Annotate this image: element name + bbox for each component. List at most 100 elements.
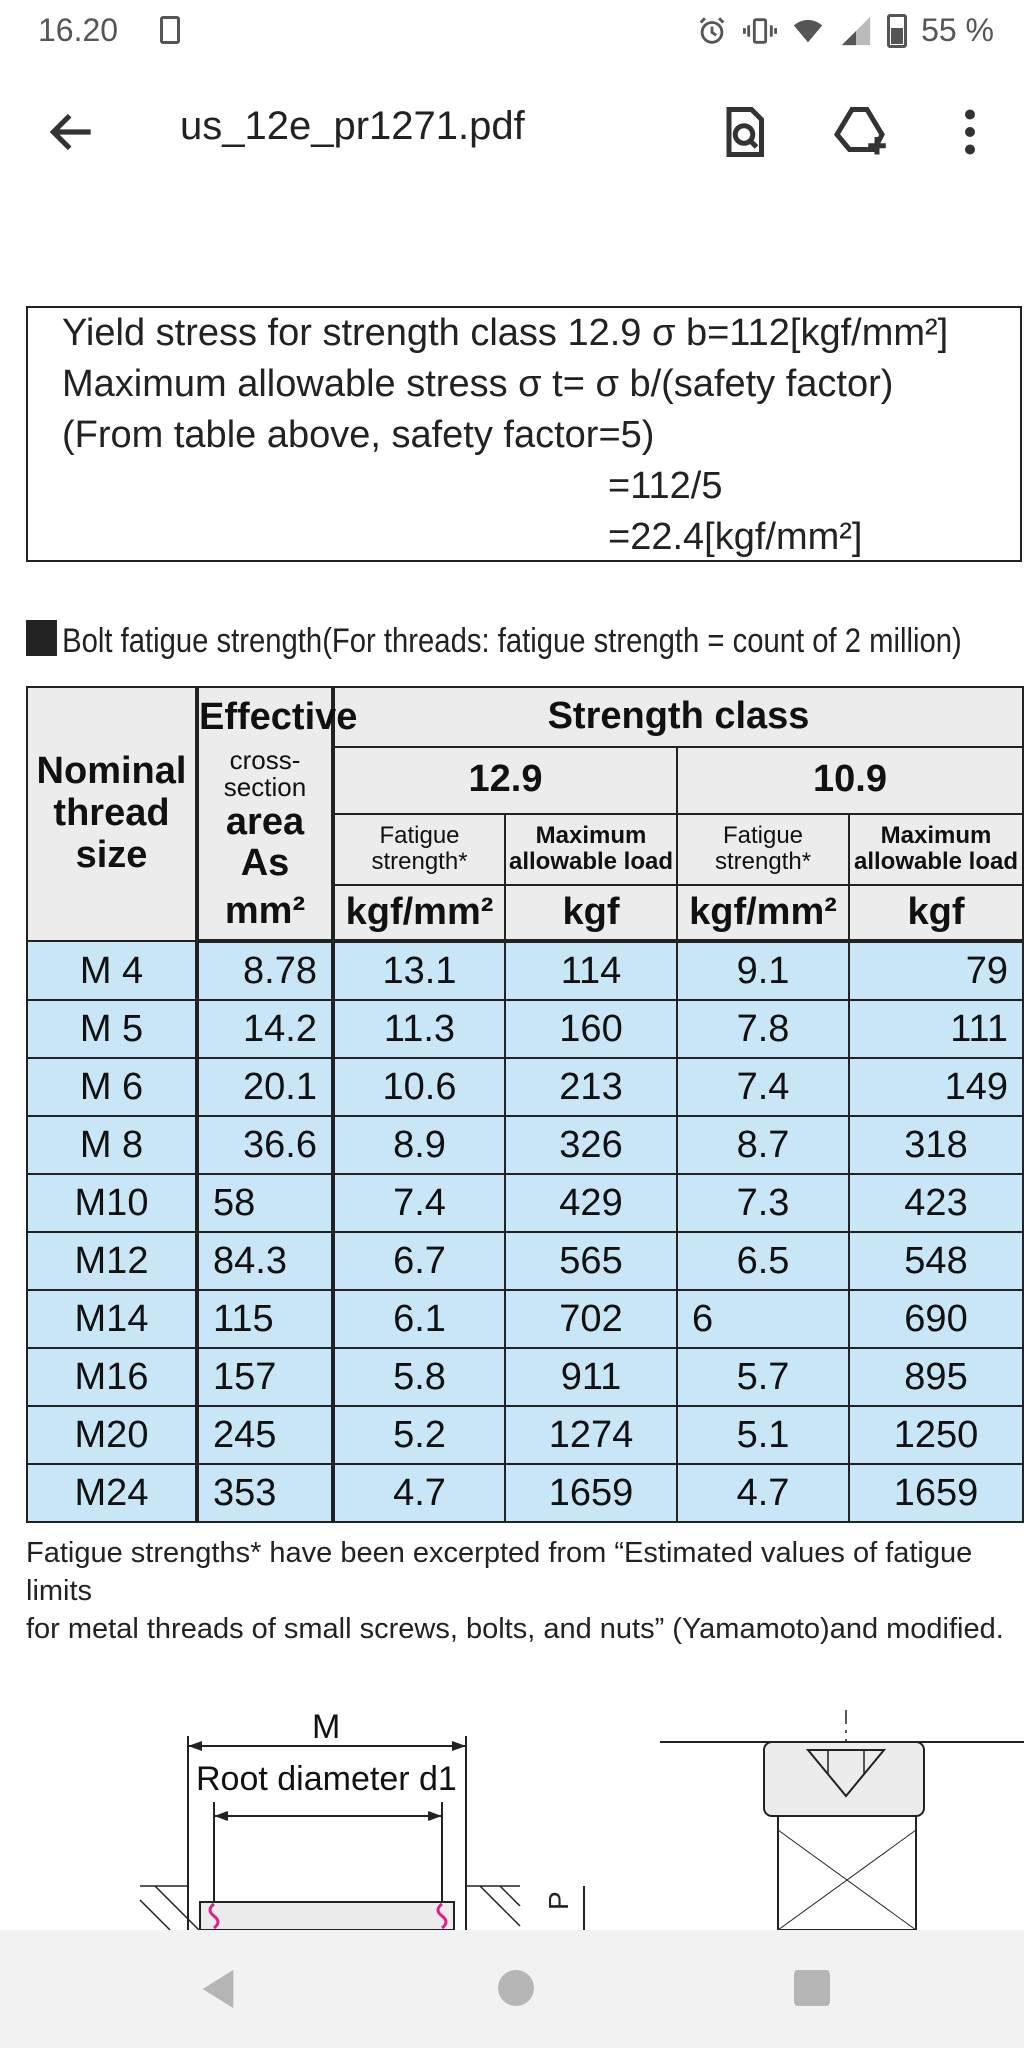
- header-unit-stress-12-9: kgf/mm²: [332, 884, 506, 944]
- cell-load-10-9: 318: [848, 1115, 1024, 1176]
- cell-fatigue-10-9: 7.3: [676, 1173, 850, 1234]
- more-vert-icon[interactable]: [940, 102, 1000, 162]
- cell-area: 245: [196, 1405, 335, 1466]
- cell-load-12-9: 1659: [504, 1463, 678, 1524]
- stress-line-4: =112/5: [608, 465, 723, 507]
- find-in-page-icon[interactable]: [714, 102, 774, 162]
- add-to-drive-icon[interactable]: [832, 102, 892, 162]
- cell-fatigue-10-9: 6: [676, 1289, 850, 1350]
- cell-fatigue-10-9: 4.7: [676, 1463, 850, 1524]
- nav-back-icon[interactable]: [198, 1966, 238, 2012]
- pdf-page[interactable]: Yield stress for strength class 12.9 σ b…: [0, 200, 1024, 1930]
- vibrate-icon: [743, 17, 778, 44]
- cell-fatigue-12-9: 5.8: [331, 1347, 506, 1408]
- diagram-label-root-diameter: Root diameter d1: [196, 1760, 457, 1798]
- cell-thread-size: M24: [26, 1463, 199, 1524]
- cell-load-12-9: 565: [504, 1231, 678, 1292]
- stress-line-1: Yield stress for strength class 12.9 σ b…: [62, 312, 949, 354]
- cell-load-10-9: 895: [848, 1347, 1024, 1408]
- cell-thread-size: M12: [26, 1231, 199, 1292]
- table-row: M24 353 4.7 1659 4.7 1659: [26, 1463, 1024, 1524]
- footnote-line-2: for metal threads of small screws, bolts…: [26, 1613, 1004, 1645]
- cell-thread-size: M 4: [26, 940, 199, 1002]
- cell-load-12-9: 702: [504, 1289, 678, 1350]
- cell-load-12-9: 1274: [504, 1405, 678, 1466]
- footnote-line-1: Fatigue strengths* have been excerpted f…: [26, 1537, 973, 1607]
- cell-fatigue-10-9: 7.4: [676, 1057, 850, 1118]
- table-row: M 6 20.1 10.6 213 7.4 149: [26, 1057, 1024, 1118]
- cell-area: 36.6: [196, 1115, 335, 1176]
- status-bar: 16.20 55 %: [0, 0, 1024, 64]
- cell-load-12-9: 160: [504, 999, 678, 1060]
- cell-fatigue-12-9: 6.1: [331, 1289, 506, 1350]
- cell-fatigue-10-9: 8.7: [676, 1115, 850, 1176]
- back-arrow-icon[interactable]: [44, 104, 100, 160]
- cell-load-10-9: 548: [848, 1231, 1024, 1292]
- cell-area: 353: [196, 1463, 335, 1524]
- cell-fatigue-12-9: 10.6: [331, 1057, 506, 1118]
- cell-fatigue-12-9: 4.7: [331, 1463, 506, 1524]
- document-title: us_12e_pr1271.pdf: [180, 104, 525, 148]
- table-row: M 5 14.2 11.3 160 7.8 111: [26, 999, 1024, 1060]
- status-time: 16.20: [38, 12, 119, 48]
- battery-percent: 55 %: [921, 12, 994, 48]
- table-row: M16 157 5.8 911 5.7 895: [26, 1347, 1024, 1408]
- cell-load-10-9: 149: [848, 1057, 1024, 1118]
- screenshot-icon: [160, 16, 180, 44]
- table-row: M20 245 5.2 1274 5.1 1250: [26, 1405, 1024, 1466]
- cell-fatigue-10-9: 7.8: [676, 999, 850, 1060]
- cell-fatigue-10-9: 9.1: [676, 940, 850, 1002]
- cell-fatigue-12-9: 11.3: [331, 999, 506, 1060]
- cell-load-12-9: 114: [504, 940, 678, 1002]
- signal-icon: [841, 16, 871, 45]
- cell-area: 14.2: [196, 999, 335, 1060]
- cell-area: 115: [196, 1289, 335, 1350]
- cell-fatigue-12-9: 8.9: [331, 1115, 506, 1176]
- diagram-label-p: P: [543, 1891, 574, 1910]
- cell-fatigue-12-9: 7.4: [331, 1173, 506, 1234]
- cell-fatigue-10-9: 5.1: [676, 1405, 850, 1466]
- cell-area: 20.1: [196, 1057, 335, 1118]
- header-class-10-9: 10.9: [676, 746, 1024, 815]
- battery-icon: [887, 13, 908, 48]
- cell-area: 157: [196, 1347, 335, 1408]
- cell-thread-size: M 8: [26, 1115, 199, 1176]
- table-row: M 4 8.78 13.1 114 9.1 79: [26, 940, 1024, 1002]
- stress-line-5: =22.4[kgf/mm²]: [608, 516, 863, 558]
- cell-load-12-9: 326: [504, 1115, 678, 1176]
- nav-home-icon[interactable]: [498, 1970, 534, 2006]
- cell-area: 84.3: [196, 1231, 335, 1292]
- cell-area: 8.78: [196, 940, 335, 1002]
- table-footnote: Fatigue strengths* have been excerpted f…: [26, 1534, 1024, 1648]
- cell-load-10-9: 1250: [848, 1405, 1024, 1466]
- header-unit-load-12-9: kgf: [504, 884, 678, 944]
- cell-fatigue-10-9: 5.7: [676, 1347, 850, 1408]
- stress-line-3: (From table above, safety factor=5): [62, 414, 655, 456]
- table-row: M 8 36.6 8.9 326 8.7 318: [26, 1115, 1024, 1176]
- cell-thread-size: M 6: [26, 1057, 199, 1118]
- thread-diagram: P: [139, 1710, 1024, 1930]
- diagram-label-m: M: [312, 1708, 341, 1746]
- header-area-unit: mm²: [196, 885, 335, 944]
- cell-area: 58: [196, 1173, 335, 1234]
- header-fatigue-10-9: Fatigue strength*: [676, 812, 850, 887]
- wifi-icon: [793, 19, 823, 42]
- cell-fatigue-12-9: 6.7: [331, 1231, 506, 1292]
- cell-thread-size: M20: [26, 1405, 199, 1466]
- cell-fatigue-12-9: 5.2: [331, 1405, 506, 1466]
- header-class-12-9: 12.9: [332, 746, 678, 815]
- nav-recents-icon[interactable]: [794, 1970, 830, 2006]
- system-nav-bar: [0, 1930, 1024, 2048]
- table-row: M10 58 7.4 429 7.3 423: [26, 1173, 1024, 1234]
- stress-line-2: Maximum allowable stress σ t= σ b/(safet…: [62, 363, 894, 405]
- table-body: M 4 8.78 13.1 114 9.1 79 M 5 14.2 11.3 160 7.8 111 M…: [26, 940, 1024, 1524]
- cell-thread-size: M 5: [26, 999, 199, 1060]
- cell-load-10-9: 1659: [848, 1463, 1024, 1524]
- cell-fatigue-10-9: 6.5: [676, 1231, 850, 1292]
- header-nominal-thread-size: Nominal thread size: [26, 685, 199, 943]
- cell-load-12-9: 429: [504, 1173, 678, 1234]
- table-row: M14 115 6.1 702 6 690: [26, 1289, 1024, 1350]
- stress-calculation-box: Yield stress for strength class 12.9 σ b…: [26, 306, 1022, 562]
- header-max-load-12-9: Maximum allowable load: [504, 812, 678, 887]
- status-icons: 55 %: [695, 12, 994, 49]
